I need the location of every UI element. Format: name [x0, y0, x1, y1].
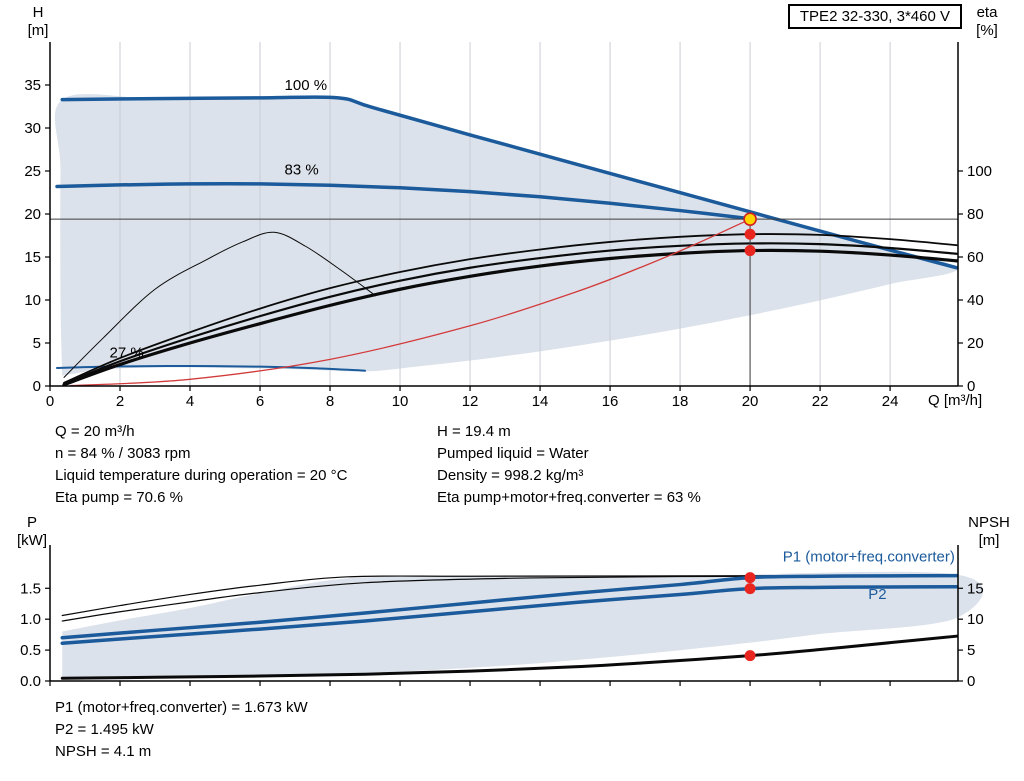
tick-label: 20: [967, 335, 984, 352]
info-line-eta-total: Eta pump+motor+freq.converter = 63 %: [437, 489, 701, 506]
tick-label: 0: [967, 378, 975, 395]
system-curve: [70, 218, 751, 387]
pump-model-box: TPE2 32-330, 3*460 V: [787, 4, 962, 29]
results-panel: P1 (motor+freq.converter) = 1.673 kW P2 …: [55, 697, 308, 763]
tick-label: 15: [24, 249, 41, 266]
p1-curve: [60, 573, 959, 640]
curve-label: P2: [868, 586, 886, 603]
result-line-p1: P1 (motor+freq.converter) = 1.673 kW: [55, 699, 308, 716]
eta-axis-title: eta [%]: [962, 4, 1012, 40]
tick-label: 60: [967, 249, 984, 266]
p2-marker: [744, 583, 756, 595]
operating-point-marker: [743, 212, 757, 226]
tick-label: 18: [672, 393, 689, 410]
tick-label: 40: [967, 292, 984, 309]
result-line-npsh: NPSH = 4.1 m: [55, 743, 152, 760]
info-line-density: Density = 998.2 kg/m³: [437, 467, 584, 484]
h-axis-unit: [m]: [27, 22, 49, 39]
tick-label: 5: [33, 335, 41, 352]
eta-axis-label: eta: [976, 4, 998, 21]
tick-label: 0: [46, 393, 54, 410]
tick-label: 25: [24, 163, 41, 180]
tick-label: 80: [967, 206, 984, 223]
p-axis-unit: [kW]: [17, 532, 47, 549]
info-line-q: Q = 20 m³/h: [55, 423, 135, 440]
tick-label: 5: [967, 642, 975, 659]
duty-info-left: Q = 20 m³/h n = 84 % / 3083 rpm Liquid t…: [55, 421, 347, 509]
eta-mid-curve: [62, 242, 958, 385]
p-axis-label: P: [26, 514, 37, 531]
eta-arc-curve: [63, 231, 377, 378]
tick-label: 14: [532, 393, 549, 410]
info-line-speed: n = 84 % / 3083 rpm: [55, 445, 191, 462]
speed-83-curve: [55, 182, 752, 221]
tick-label: 1.0: [20, 611, 41, 628]
tick-label: 20: [742, 393, 759, 410]
power-npsh-chart: 0.0 0.5 1.0 1.5 0 5 10 15 P1 (motor+freq.convert…: [20, 545, 984, 690]
tick-label: 0.5: [20, 642, 41, 659]
npsh-axis-unit: [m]: [978, 532, 1000, 549]
tick-label: 4: [186, 393, 194, 410]
info-line-temperature: Liquid temperature during operation = 20…: [55, 467, 348, 484]
eta-pump-marker: [744, 228, 756, 240]
tick-label: 10: [392, 393, 409, 410]
npsh-axis-title: NPSH [m]: [958, 514, 1020, 550]
tick-label: 0.0: [20, 673, 41, 690]
info-line-head: H = 19.4 m: [437, 423, 511, 440]
speed-100-curve: [60, 95, 959, 270]
npsh-marker: [744, 650, 756, 662]
tick-label: 0: [33, 378, 41, 395]
tick-label: 22: [812, 393, 829, 410]
eta-total-marker: [744, 245, 756, 257]
info-line-liquid: Pumped liquid = Water: [437, 445, 589, 462]
curve-label: 83 %: [285, 161, 319, 178]
tick-label: 1.5: [20, 580, 41, 597]
npsh-curve: [60, 634, 959, 680]
hq-eta-chart: 0 2 4 6 8 10 12 14 16 18 20 22 240510152025303502040…: [24, 42, 992, 410]
tick-label: 20: [24, 206, 41, 223]
p-aux-line: [61, 575, 958, 622]
power-envelope: [62, 571, 984, 680]
curve-label: 27 %: [110, 345, 144, 362]
tick-label: 0: [967, 673, 975, 690]
duty-info-right: H = 19.4 m Pumped liquid = Water Density…: [437, 421, 701, 509]
eta-axis-unit: [%]: [976, 22, 998, 39]
tick-label: 15: [967, 580, 984, 597]
eta-total-curve: [62, 248, 959, 387]
tick-label: 100: [967, 163, 992, 180]
tick-label: 6: [256, 393, 264, 410]
tick-label: 10: [967, 611, 984, 628]
h-axis-title: H [m]: [16, 4, 60, 40]
tick-label: 16: [602, 393, 619, 410]
info-line-eta-pump: Eta pump = 70.6 %: [55, 489, 183, 506]
tick-label: 35: [24, 77, 41, 94]
p-axis-title: P [kW]: [6, 514, 58, 550]
tick-label: 2: [116, 393, 124, 410]
tick-label: 30: [24, 120, 41, 137]
p2-curve: [60, 584, 959, 646]
tick-label: 12: [462, 393, 479, 410]
curve-label: 100 %: [285, 77, 328, 94]
tick-label: 10: [24, 292, 41, 309]
eta-pump-curve: [63, 233, 958, 384]
q-axis-title: Q [m³/h]: [928, 392, 983, 409]
tick-label: 24: [882, 393, 899, 410]
h-axis-label: H: [32, 4, 44, 21]
p1-marker: [744, 572, 756, 584]
npsh-axis-label: NPSH: [968, 514, 1010, 531]
tick-label: 8: [326, 393, 334, 410]
curve-label: P1 (motor+freq.converter): [783, 549, 955, 566]
result-line-p2: P2 = 1.495 kW: [55, 721, 154, 738]
operating-envelope: [54, 94, 958, 376]
